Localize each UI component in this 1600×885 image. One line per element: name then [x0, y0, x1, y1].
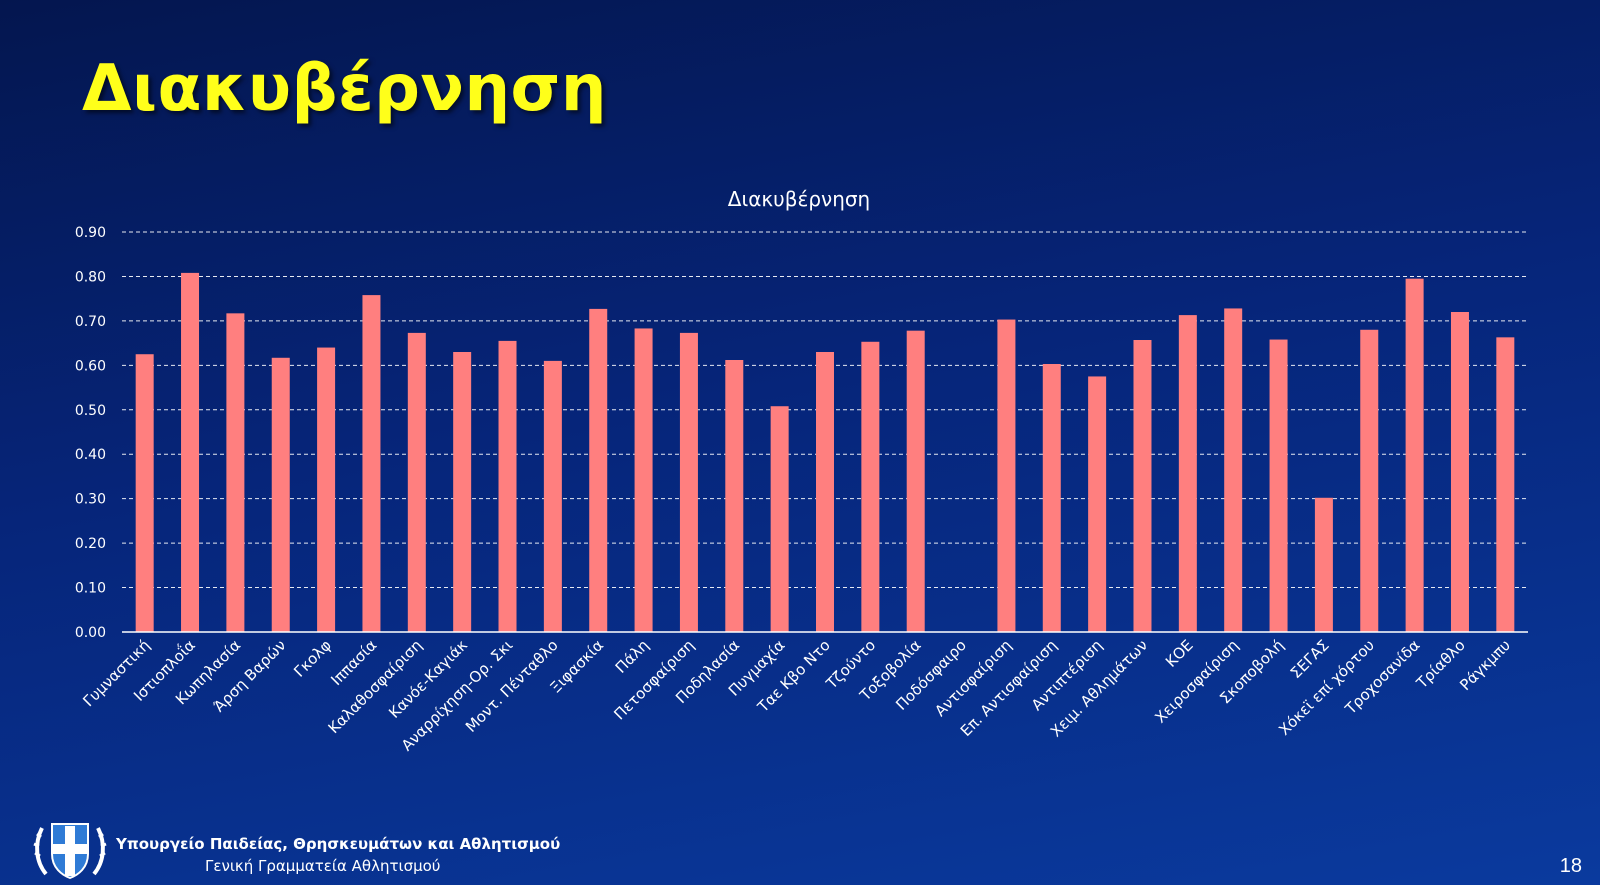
y-tick-label: 0.70 [75, 314, 106, 330]
y-tick-label: 0.40 [75, 447, 106, 463]
bar [407, 332, 426, 632]
y-axis-ticks: 0.00 0.10 0.20 0.30 0.40 0.50 0.60 0.70 0.80 0.90 [75, 225, 106, 641]
bar [271, 357, 290, 632]
bar [498, 340, 517, 632]
x-tick-label: Πάλη [612, 636, 653, 677]
bar [997, 319, 1016, 632]
bar [135, 354, 154, 632]
bar [543, 360, 562, 632]
bar [1450, 312, 1469, 632]
bar [181, 272, 200, 632]
bar [453, 352, 472, 632]
bar [906, 330, 925, 632]
bar [317, 347, 336, 632]
page-number: 18 [1559, 855, 1582, 877]
x-tick-label: Πετοσφαίριση [610, 636, 697, 723]
bar [1314, 497, 1333, 632]
bar [1496, 337, 1515, 632]
ministry-name: Υπουργείο Παιδείας, Θρησκευμάτων και Αθλ… [116, 835, 561, 853]
y-tick-label: 0.20 [75, 536, 106, 552]
bar [725, 360, 744, 632]
bar [679, 332, 698, 632]
y-tick-label: 0.30 [75, 492, 106, 508]
bar [1360, 329, 1379, 632]
slide-title: Διακυβέρνηση [82, 52, 607, 126]
bar [816, 352, 834, 632]
bar [1224, 308, 1243, 632]
y-tick-label: 0.80 [75, 269, 106, 285]
x-tick-label: Κανόε-Καγιάκ [385, 636, 471, 722]
bar [770, 406, 789, 632]
bar [1178, 315, 1197, 632]
greek-emblem-logo [33, 823, 107, 880]
bar [1269, 339, 1288, 632]
y-tick-label: 0.00 [75, 625, 106, 641]
y-tick-label: 0.50 [75, 403, 106, 419]
x-tick-label: Ράγκμπυ [1456, 636, 1514, 694]
bar [1088, 376, 1107, 632]
x-tick-label: ΚΟΕ [1162, 636, 1197, 671]
bar [1042, 364, 1061, 632]
y-tick-label: 0.90 [75, 225, 106, 241]
bar [861, 341, 880, 632]
bar [634, 328, 653, 632]
bars [135, 272, 1515, 632]
bar [1133, 340, 1152, 632]
bar [1405, 278, 1424, 632]
y-tick-label: 0.10 [75, 581, 106, 597]
chart-title: Διακυβέρνηση [728, 187, 870, 211]
bar [589, 308, 608, 632]
bar [226, 313, 245, 632]
bar [362, 295, 381, 632]
y-tick-label: 0.60 [75, 358, 106, 374]
secretariat-name: Γενική Γραμματεία Αθλητισμού [205, 857, 441, 875]
